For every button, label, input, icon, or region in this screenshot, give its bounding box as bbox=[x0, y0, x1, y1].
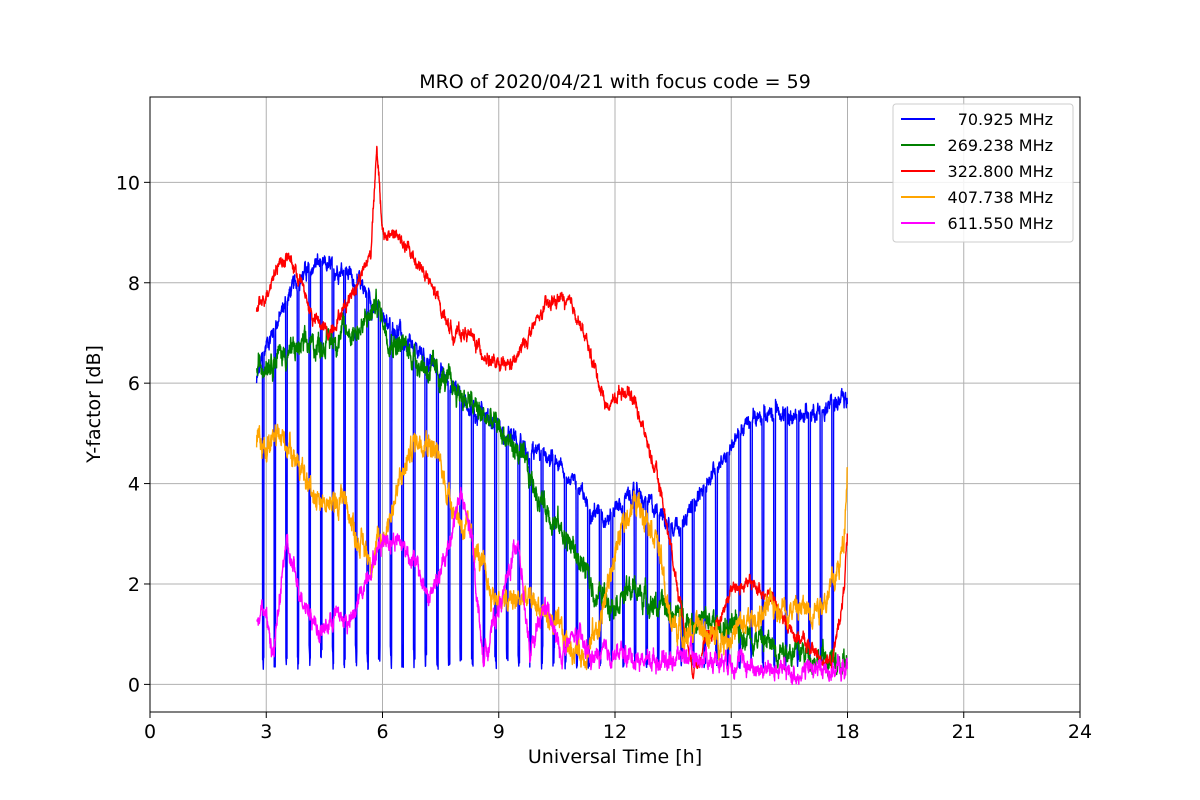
y-tick-label: 6 bbox=[128, 373, 140, 395]
y-tick-label: 10 bbox=[116, 172, 140, 194]
x-tick-label: 3 bbox=[260, 721, 272, 743]
x-tick-label: 18 bbox=[835, 721, 859, 743]
y-tick-label: 8 bbox=[128, 273, 140, 295]
legend-box bbox=[892, 103, 1074, 243]
x-tick-label: 6 bbox=[376, 721, 388, 743]
y-tick-label: 4 bbox=[128, 474, 140, 496]
legend-label: 269.238 MHz bbox=[948, 136, 1053, 155]
legend-label: 322.800 MHz bbox=[948, 162, 1053, 181]
series-line-2 bbox=[255, 145, 848, 680]
y-tick-label: 2 bbox=[128, 574, 140, 596]
x-tick-label: 12 bbox=[603, 721, 627, 743]
x-tick-label: 21 bbox=[952, 721, 976, 743]
x-axis-label: Universal Time [h] bbox=[528, 746, 702, 768]
x-tick-label: 9 bbox=[493, 721, 505, 743]
plot-lines bbox=[255, 145, 848, 685]
x-tick-label: 24 bbox=[1068, 721, 1092, 743]
legend-label: 611.550 MHz bbox=[948, 214, 1053, 233]
series-line-1 bbox=[255, 288, 848, 677]
legend-label: 70.925 MHz bbox=[958, 110, 1053, 129]
x-tick-label: 0 bbox=[144, 721, 156, 743]
legend: 70.925 MHz 269.238 MHz 322.800 MHz 407.738 … bbox=[892, 103, 1074, 243]
y-axis-label: Y-factor [dB] bbox=[83, 345, 105, 464]
y-tick-label: 0 bbox=[128, 674, 140, 696]
x-tick-label: 15 bbox=[719, 721, 743, 743]
series-line-4 bbox=[256, 486, 848, 685]
chart-title: MRO of 2020/04/21 with focus code = 59 bbox=[419, 71, 811, 93]
legend-label: 407.738 MHz bbox=[948, 188, 1053, 207]
